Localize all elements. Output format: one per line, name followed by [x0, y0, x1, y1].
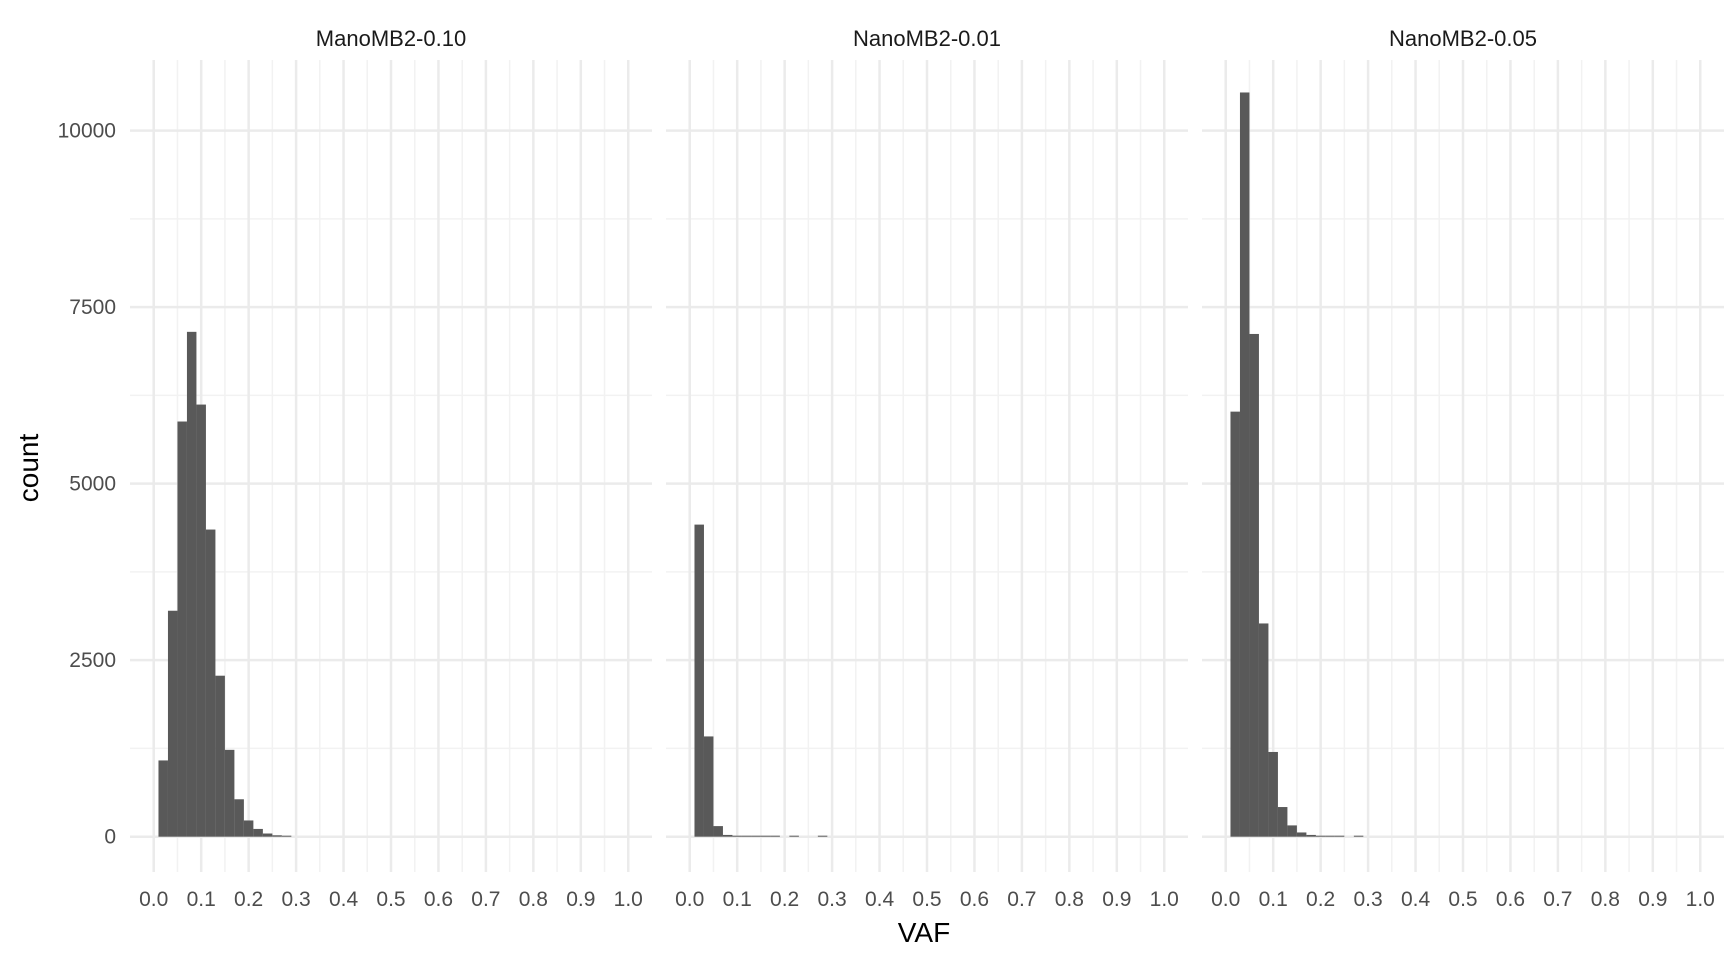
facet-panels: 0.0 0.1 0.2 0.3 0.4 0.5 0.6 0.7 0.8 0.9 1.0 ManoMB2…	[130, 26, 1724, 911]
facet-label: NanoMB2-0.01	[853, 26, 1001, 51]
histogram-bar	[158, 760, 168, 837]
x-tick-label: 1.0	[1686, 888, 1715, 911]
x-tick-label: 0.2	[770, 888, 799, 911]
x-tick-label: 0.8	[1591, 888, 1620, 911]
histogram-bar	[1268, 751, 1278, 837]
x-tick-label: 0.6	[424, 888, 453, 911]
histogram-bar	[177, 421, 187, 837]
histogram-bar	[1306, 834, 1316, 837]
histogram-bar	[1277, 807, 1288, 837]
facet-label: ManoMB2-0.10	[316, 26, 466, 51]
histogram-bar	[186, 331, 197, 837]
x-tick-label: 0.4	[1401, 888, 1431, 911]
x-tick-label: 0.1	[723, 888, 752, 911]
histogram-bar	[694, 524, 704, 837]
x-tick-label: 0.5	[912, 888, 941, 911]
y-tick-label: 7500	[69, 296, 116, 319]
x-tick-label: 0.3	[1353, 888, 1382, 911]
histogram-bar	[722, 834, 733, 837]
y-axis: 0 2500 5000 7500 10000	[58, 120, 116, 849]
histogram-bar	[1315, 835, 1326, 837]
x-tick-label: 0.7	[1007, 888, 1036, 911]
x-tick-label: 0.7	[1543, 888, 1572, 911]
histogram-bar	[262, 833, 273, 837]
facet-panel: 0.0 0.1 0.2 0.3 0.4 0.5 0.6 0.7 0.8 0.9 1.0 NanoMB2…	[666, 26, 1188, 911]
histogram-bar	[272, 835, 282, 837]
x-tick-label: 0.9	[566, 888, 595, 911]
x-tick-label: 0.9	[1102, 888, 1131, 911]
histogram-bar	[789, 835, 799, 837]
x-tick-label: 0.3	[817, 888, 846, 911]
histogram-bar	[751, 835, 761, 837]
histogram-bar	[1249, 333, 1259, 837]
facet-panel: 0.0 0.1 0.2 0.3 0.4 0.5 0.6 0.7 0.8 0.9 1.0 ManoMB2…	[130, 26, 652, 911]
histogram-bar	[1334, 835, 1345, 837]
histogram-bar	[1296, 832, 1307, 837]
y-tick-label: 2500	[69, 649, 116, 672]
facet-panel: 0.0 0.1 0.2 0.3 0.4 0.5 0.6 0.7 0.8 0.9 1.0 NanoMB2…	[1202, 26, 1724, 911]
facet-label: NanoMB2-0.05	[1389, 26, 1537, 51]
histogram-bar	[1230, 411, 1240, 837]
y-tick-label: 10000	[58, 120, 116, 143]
histogram-bar	[703, 736, 714, 837]
histogram-bar	[215, 675, 225, 837]
histogram-bar	[1258, 623, 1269, 837]
histogram-bar	[167, 610, 178, 837]
histogram-bar	[243, 820, 254, 837]
x-tick-label: 0.5	[1448, 888, 1477, 911]
x-tick-label: 0.0	[1211, 888, 1240, 911]
x-tick-label: 0.0	[675, 888, 704, 911]
x-tick-label: 0.2	[1306, 888, 1335, 911]
histogram-bar	[1353, 835, 1364, 837]
x-tick-label: 1.0	[614, 888, 643, 911]
histogram-bar	[1287, 825, 1297, 837]
y-tick-label: 5000	[69, 473, 116, 496]
histogram-bar	[741, 835, 752, 837]
histogram-bar	[713, 826, 723, 837]
x-tick-label: 0.1	[187, 888, 216, 911]
x-tick-label: 0.1	[1259, 888, 1288, 911]
x-tick-label: 1.0	[1150, 888, 1179, 911]
x-tick-label: 0.6	[960, 888, 989, 911]
histogram-bar	[205, 529, 216, 837]
y-axis-title: count	[13, 434, 44, 503]
histogram-bar	[817, 835, 828, 837]
histogram-bar	[196, 404, 206, 837]
x-tick-label: 0.4	[329, 888, 359, 911]
histogram-bar	[1239, 92, 1250, 837]
histogram-bar	[234, 799, 244, 837]
histogram-bar	[253, 828, 263, 837]
x-tick-label: 0.7	[471, 888, 500, 911]
x-tick-label: 0.3	[281, 888, 310, 911]
x-tick-label: 0.0	[139, 888, 168, 911]
x-tick-label: 0.9	[1638, 888, 1667, 911]
x-tick-label: 0.8	[1055, 888, 1084, 911]
histogram-bar	[732, 835, 742, 837]
x-tick-label: 0.5	[376, 888, 405, 911]
histogram-bar	[281, 835, 292, 837]
y-tick-label: 0	[104, 826, 116, 849]
histogram-bar	[224, 749, 235, 837]
x-tick-label: 0.6	[1496, 888, 1525, 911]
x-axis-title: VAF	[898, 917, 950, 948]
x-tick-label: 0.2	[234, 888, 263, 911]
histogram-bar	[760, 835, 771, 837]
x-tick-label: 0.8	[519, 888, 548, 911]
histogram-bar	[1325, 835, 1335, 837]
x-tick-label: 0.4	[865, 888, 895, 911]
histogram-bar	[770, 835, 780, 837]
